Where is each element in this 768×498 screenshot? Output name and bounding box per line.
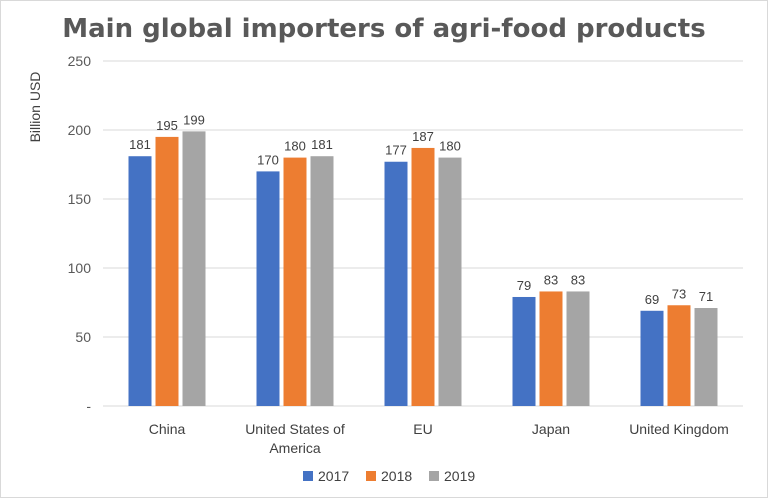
y-tick-label: - bbox=[86, 398, 91, 414]
data-labels: 181 195 199 170 180 181 177 187 180 79 83 83 69 73 71 bbox=[129, 112, 713, 306]
x-category-label: United Kingdom bbox=[629, 421, 729, 437]
legend-swatch bbox=[303, 471, 313, 481]
bar-2019-2 bbox=[438, 157, 462, 406]
legend: 2017 2018 2019 bbox=[303, 468, 475, 484]
y-tick-label: 150 bbox=[68, 191, 92, 207]
legend-swatch bbox=[366, 471, 376, 481]
legend-label: 2019 bbox=[444, 468, 475, 484]
gridlines bbox=[103, 60, 743, 407]
y-tick-label: 50 bbox=[75, 329, 91, 345]
bar-2018-4 bbox=[667, 305, 691, 406]
bar-series bbox=[128, 131, 718, 406]
data-label: 177 bbox=[385, 143, 407, 158]
bar-2019-0 bbox=[182, 131, 206, 406]
y-tick-label: 250 bbox=[68, 53, 92, 69]
bar-2017-0 bbox=[128, 156, 152, 406]
x-category-label: Japan bbox=[532, 421, 570, 437]
data-label: 73 bbox=[672, 286, 686, 301]
bar-2019-3 bbox=[566, 291, 590, 406]
x-category-label: United States of bbox=[245, 421, 345, 437]
x-category-label: America bbox=[269, 440, 321, 456]
legend-label: 2018 bbox=[381, 468, 412, 484]
y-tick-label: 200 bbox=[68, 122, 92, 138]
data-label: 187 bbox=[412, 129, 434, 144]
data-label: 180 bbox=[439, 139, 461, 154]
data-label: 71 bbox=[699, 289, 713, 304]
bar-2017-1 bbox=[256, 171, 280, 406]
bar-2017-4 bbox=[640, 310, 664, 406]
bar-2018-3 bbox=[539, 291, 563, 406]
y-axis-label: Billion USD bbox=[27, 72, 43, 143]
data-label: 83 bbox=[544, 272, 558, 287]
chart-title: Main global importers of agri-food produ… bbox=[62, 14, 705, 44]
bar-2017-2 bbox=[384, 161, 408, 406]
data-label: 180 bbox=[284, 139, 306, 154]
data-label: 79 bbox=[517, 278, 531, 293]
bar-2019-1 bbox=[310, 156, 334, 406]
x-category-label: EU bbox=[413, 421, 432, 437]
bar-2018-0 bbox=[155, 136, 179, 406]
data-label: 170 bbox=[257, 152, 279, 167]
bar-2019-4 bbox=[694, 308, 718, 406]
bar-2018-2 bbox=[411, 147, 435, 406]
x-axis-categories: China United States of America EU Japan Unite… bbox=[149, 421, 729, 456]
x-category-label: China bbox=[149, 421, 186, 437]
legend-swatch bbox=[429, 471, 439, 481]
data-label: 199 bbox=[183, 112, 205, 127]
data-label: 83 bbox=[571, 272, 585, 287]
y-tick-label: 100 bbox=[68, 260, 92, 276]
y-axis-ticks: - 50 100 150 200 250 bbox=[68, 53, 92, 414]
data-label: 181 bbox=[129, 137, 151, 152]
data-label: 195 bbox=[156, 118, 178, 133]
data-label: 181 bbox=[311, 137, 333, 152]
legend-label: 2017 bbox=[318, 468, 349, 484]
data-label: 69 bbox=[645, 292, 659, 307]
bar-2017-3 bbox=[512, 296, 536, 406]
bar-2018-1 bbox=[283, 157, 307, 406]
